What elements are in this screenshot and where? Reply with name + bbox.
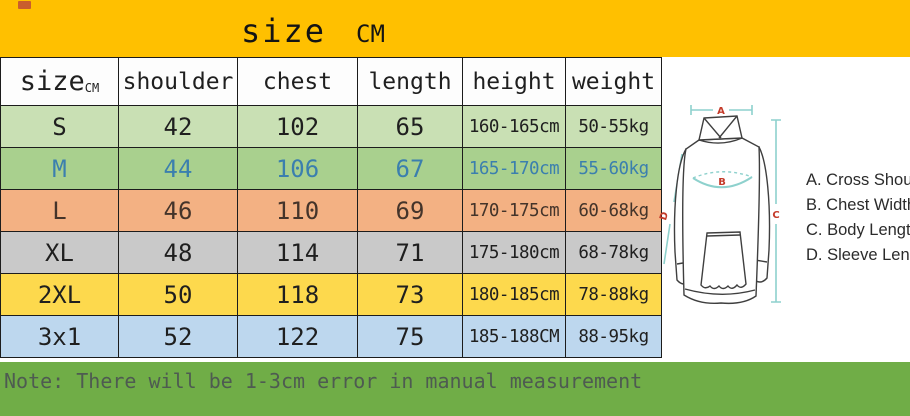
cell-size: XL: [0, 231, 119, 274]
cell-height: 160-165cm: [462, 105, 566, 148]
header-size: sizeCM: [0, 57, 119, 106]
legend-item-b: B. Chest Width: [806, 196, 910, 214]
top-banner: size CM: [0, 0, 910, 57]
cell-size: 3x1: [0, 315, 119, 358]
cell-chest: 106: [237, 147, 358, 190]
corner-mark: [18, 1, 31, 9]
header-shoulder: shoulder: [118, 57, 238, 106]
header-height: height: [462, 57, 566, 106]
cell-length: 65: [357, 105, 463, 148]
cell-shoulder: 42: [118, 105, 238, 148]
cell-size: 2XL: [0, 273, 119, 316]
cell-shoulder: 50: [118, 273, 238, 316]
measurement-legend: A. Cross Shoulder B. Chest Width C. Body…: [806, 168, 910, 268]
table-row: S 42 102 65 160-165cm 50-55kg: [0, 105, 662, 148]
legend-item-a: A. Cross Shoulder: [806, 171, 910, 189]
cell-height: 185-188CM: [462, 315, 566, 358]
hood-folds: [698, 115, 743, 144]
page-title-unit: CM: [356, 20, 385, 48]
cell-weight: 60-68kg: [565, 189, 662, 232]
cell-shoulder: 44: [118, 147, 238, 190]
page-title: size: [241, 12, 327, 50]
marker-c: C: [772, 210, 779, 221]
cell-weight: 55-60kg: [565, 147, 662, 190]
header-chest: chest: [237, 57, 358, 106]
cell-weight: 50-55kg: [565, 105, 662, 148]
legend-item-d: D. Sleeve Length: [806, 246, 910, 264]
cell-length: 73: [357, 273, 463, 316]
cell-size: L: [0, 189, 119, 232]
cell-height: 175-180cm: [462, 231, 566, 274]
legend-item-c: C. Body Length: [806, 221, 910, 239]
note-bar: Note: There will be 1-3cm error in manua…: [0, 362, 910, 416]
size-table-body: sizeCM shoulder chest length height weig…: [0, 57, 662, 358]
table-row: 3x1 52 122 75 185-188CM 88-95kg: [0, 315, 662, 358]
marker-a: A: [717, 106, 725, 117]
cell-length: 75: [357, 315, 463, 358]
cell-chest: 110: [237, 189, 358, 232]
header-size-unit: CM: [84, 81, 100, 95]
cell-length: 71: [357, 231, 463, 274]
cell-height: 180-185cm: [462, 273, 566, 316]
table-row: L 46 110 69 170-175cm 60-68kg: [0, 189, 662, 232]
measure-arc-b: [692, 176, 753, 189]
pocket-top-line: [706, 234, 741, 237]
cell-length: 67: [357, 147, 463, 190]
size-table: sizeCM shoulder chest length height weig…: [0, 57, 662, 358]
table-row: XL 48 114 71 175-180cm 68-78kg: [0, 231, 662, 274]
cell-height: 165-170cm: [462, 147, 566, 190]
cell-shoulder: 48: [118, 231, 238, 274]
cell-chest: 118: [237, 273, 358, 316]
cell-weight: 68-78kg: [565, 231, 662, 274]
cell-weight: 78-88kg: [565, 273, 662, 316]
marker-d: D: [658, 211, 671, 222]
table-row: 2XL 50 118 73 180-185cm 78-88kg: [0, 273, 662, 316]
cell-height: 170-175cm: [462, 189, 566, 232]
kangaroo-pocket: [700, 231, 747, 290]
hem-line: [684, 288, 756, 295]
cell-size: S: [0, 105, 119, 148]
hoodie-diagram: A B C D: [658, 105, 781, 305]
measure-arc-b-dashed: [692, 171, 753, 179]
cell-shoulder: 52: [118, 315, 238, 358]
marker-b: B: [718, 177, 726, 188]
cell-shoulder: 46: [118, 189, 238, 232]
cell-size: M: [0, 147, 119, 190]
measure-line-a: [690, 105, 753, 115]
cell-weight: 88-95kg: [565, 315, 662, 358]
cell-chest: 122: [237, 315, 358, 358]
table-row: M 44 106 67 165-170cm 55-60kg: [0, 147, 662, 190]
measure-line-c: [771, 119, 781, 303]
cell-chest: 102: [237, 105, 358, 148]
cell-length: 69: [357, 189, 463, 232]
cell-chest: 114: [237, 231, 358, 274]
note-text: Note: There will be 1-3cm error in manua…: [4, 369, 643, 393]
header-length: length: [357, 57, 463, 106]
table-header-row: sizeCM shoulder chest length height weig…: [0, 57, 662, 106]
header-weight: weight: [565, 57, 662, 106]
